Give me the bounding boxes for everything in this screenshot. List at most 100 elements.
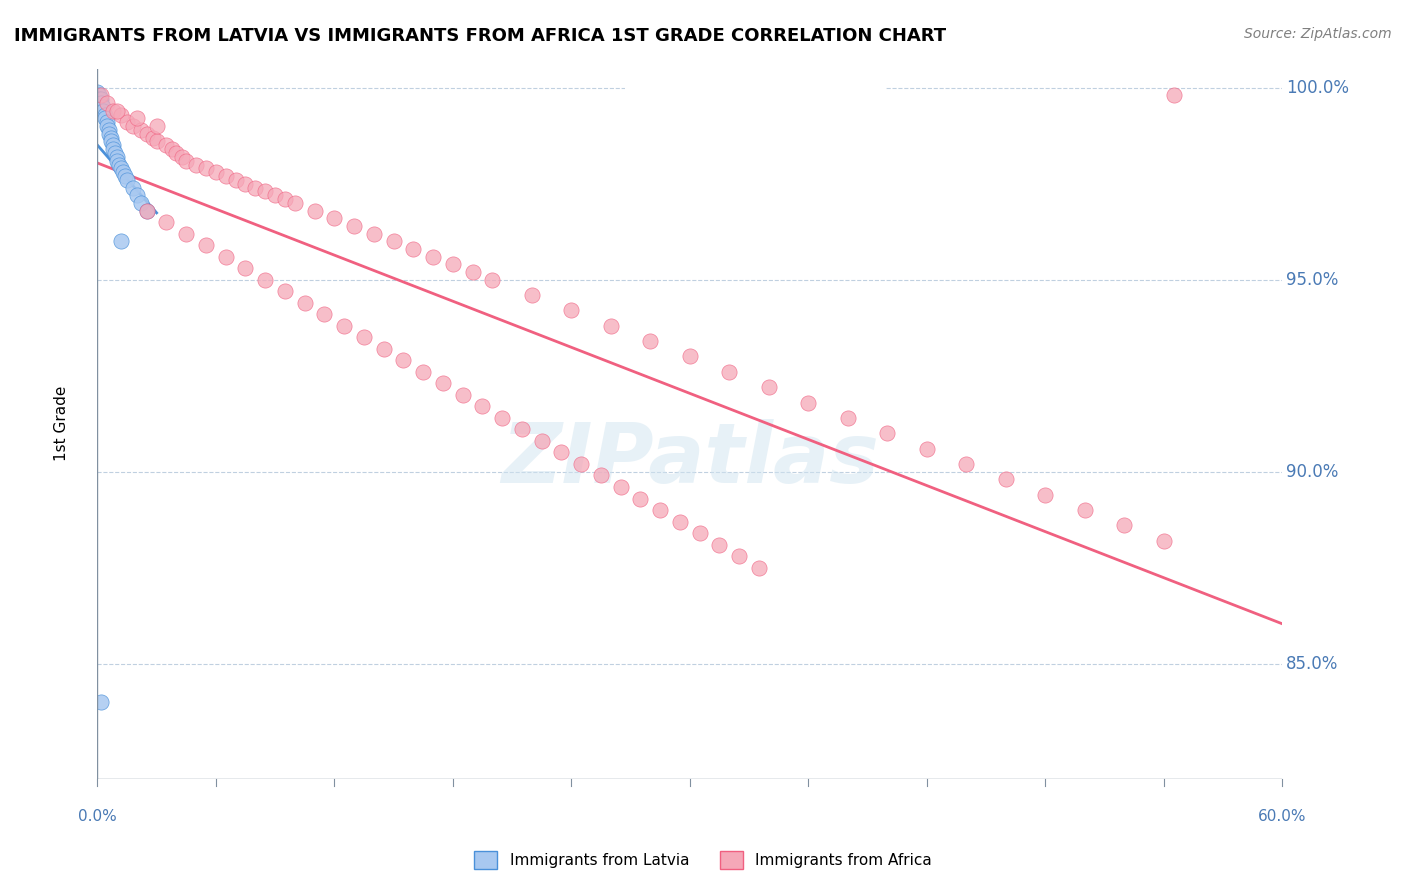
- Point: [145, 135, 167, 149]
- Point: [110, 234, 132, 248]
- Point: [402, 242, 425, 256]
- Text: 1st Grade: 1st Grade: [55, 386, 69, 461]
- Point: [110, 161, 132, 176]
- Text: Source: ZipAtlas.com: Source: ZipAtlas.com: [1244, 27, 1392, 41]
- Point: [101, 103, 124, 118]
- Point: [274, 284, 297, 298]
- Point: [91, 103, 114, 118]
- Point: [235, 177, 257, 191]
- Point: [748, 560, 770, 574]
- Point: [90, 92, 112, 106]
- Point: [837, 410, 859, 425]
- Point: [172, 150, 194, 164]
- Point: [94, 112, 117, 126]
- Point: [392, 353, 415, 368]
- Point: [254, 185, 277, 199]
- Point: [174, 227, 197, 241]
- Point: [1163, 88, 1185, 103]
- Point: [650, 503, 672, 517]
- Point: [669, 515, 692, 529]
- Point: [422, 250, 444, 264]
- Point: [155, 215, 177, 229]
- Point: [461, 265, 484, 279]
- Point: [104, 146, 127, 161]
- Point: [264, 188, 287, 202]
- Point: [135, 203, 157, 218]
- Point: [1153, 533, 1175, 548]
- Point: [718, 365, 741, 379]
- Text: 85.0%: 85.0%: [1286, 655, 1339, 673]
- Point: [628, 491, 651, 506]
- Point: [86, 85, 108, 99]
- Point: [609, 480, 631, 494]
- Point: [1033, 488, 1056, 502]
- Point: [174, 153, 197, 168]
- Point: [94, 107, 117, 121]
- Point: [294, 295, 316, 310]
- Point: [432, 376, 454, 391]
- Point: [215, 169, 238, 183]
- Point: [589, 468, 612, 483]
- Point: [96, 96, 118, 111]
- Point: [90, 96, 112, 111]
- Point: [90, 88, 112, 103]
- Point: [115, 115, 138, 129]
- Point: [876, 426, 898, 441]
- Point: [569, 457, 592, 471]
- Point: [129, 195, 152, 210]
- Point: [441, 257, 464, 271]
- Point: [100, 135, 122, 149]
- Point: [142, 130, 165, 145]
- Point: [520, 288, 543, 302]
- Point: [550, 445, 572, 459]
- Point: [105, 103, 128, 118]
- Point: [162, 142, 184, 156]
- Point: [323, 211, 346, 226]
- Point: [709, 538, 731, 552]
- Point: [235, 261, 257, 276]
- Point: [225, 173, 247, 187]
- Point: [110, 107, 132, 121]
- Point: [254, 273, 277, 287]
- Point: [373, 342, 395, 356]
- Point: [194, 161, 217, 176]
- Point: [105, 153, 128, 168]
- Point: [112, 165, 135, 179]
- Point: [89, 92, 111, 106]
- Point: [314, 307, 336, 321]
- Point: [100, 130, 122, 145]
- Point: [1073, 503, 1095, 517]
- Point: [105, 150, 128, 164]
- Text: 90.0%: 90.0%: [1286, 463, 1339, 481]
- Point: [98, 127, 121, 141]
- Point: [679, 350, 702, 364]
- Point: [560, 303, 582, 318]
- Point: [797, 395, 820, 409]
- Point: [245, 180, 267, 194]
- Text: ZIPatlas: ZIPatlas: [501, 418, 879, 500]
- Point: [510, 422, 533, 436]
- Point: [125, 112, 148, 126]
- Point: [758, 380, 780, 394]
- Point: [125, 188, 148, 202]
- Point: [129, 123, 152, 137]
- Text: 60.0%: 60.0%: [1258, 810, 1306, 824]
- Point: [165, 146, 187, 161]
- Point: [184, 157, 207, 171]
- Point: [155, 138, 177, 153]
- Point: [194, 238, 217, 252]
- Point: [91, 100, 114, 114]
- Point: [363, 227, 385, 241]
- Point: [1114, 518, 1136, 533]
- Point: [915, 442, 938, 456]
- Point: [215, 250, 238, 264]
- Point: [205, 165, 228, 179]
- Point: [304, 203, 326, 218]
- Point: [114, 169, 136, 183]
- Point: [728, 549, 751, 563]
- Point: [353, 330, 375, 344]
- Point: [122, 119, 145, 133]
- Point: [343, 219, 366, 233]
- Point: [90, 695, 112, 709]
- Text: 100.0%: 100.0%: [1286, 78, 1350, 96]
